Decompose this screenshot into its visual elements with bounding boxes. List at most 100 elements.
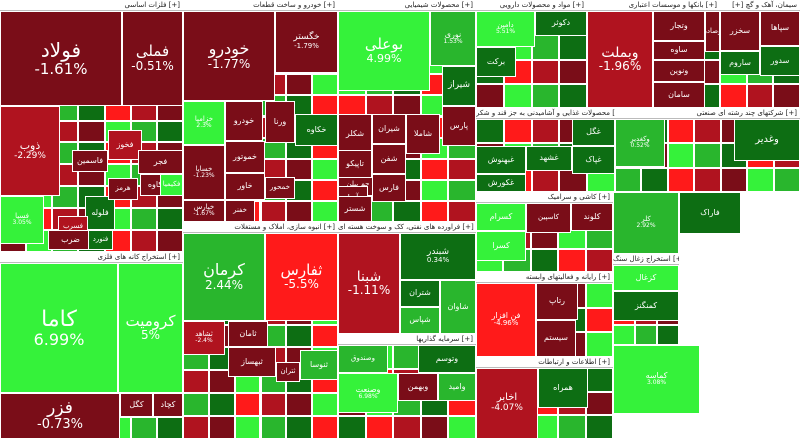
minor-stock-tile[interactable] — [585, 415, 613, 439]
minor-stock-tile[interactable] — [585, 368, 613, 392]
sector-header[interactable]: بانکها و موسسات اعتباری [+] — [587, 0, 720, 11]
stock-tile[interactable]: شبنا -1.11% — [338, 233, 400, 334]
stock-tile[interactable]: شتران — [400, 280, 440, 307]
stock-tile[interactable]: خساپا -1.23% — [183, 145, 225, 200]
minor-stock-tile[interactable] — [286, 324, 313, 348]
stock-tile[interactable]: ونوین — [653, 60, 705, 82]
stock-tile[interactable]: خودرو -1.77% — [183, 11, 275, 101]
minor-stock-tile[interactable] — [530, 249, 559, 272]
sector-header[interactable]: فلزات اساسی [+] — [0, 0, 183, 11]
minor-stock-tile[interactable] — [641, 167, 668, 192]
sector-header[interactable]: اطلاعات و ارتباطات [+] — [476, 357, 613, 368]
minor-stock-tile[interactable] — [312, 324, 338, 348]
stock-tile[interactable]: کماسه 3.08% — [613, 345, 700, 414]
minor-stock-tile[interactable] — [393, 200, 421, 222]
stock-tile[interactable]: سدور — [760, 46, 800, 76]
stock-tile[interactable]: وصادر — [705, 11, 720, 52]
minor-stock-tile[interactable] — [156, 230, 183, 252]
stock-tile[interactable]: سپاها — [760, 11, 800, 46]
minor-stock-tile[interactable] — [156, 208, 183, 231]
stock-tile[interactable]: کسرا — [476, 231, 526, 261]
minor-stock-tile[interactable] — [720, 83, 747, 108]
minor-stock-tile[interactable] — [78, 120, 105, 143]
stock-tile[interactable]: کاسپین — [526, 203, 571, 233]
minor-stock-tile[interactable] — [531, 83, 560, 108]
minor-stock-tile[interactable] — [531, 167, 560, 192]
minor-stock-tile[interactable] — [531, 59, 560, 84]
minor-stock-tile[interactable] — [657, 325, 679, 345]
stock-tile[interactable]: شاملا — [406, 114, 440, 154]
stock-tile[interactable]: هرمز — [108, 178, 138, 200]
stock-tile[interactable]: خپارس -1.67% — [183, 200, 225, 222]
stock-tile[interactable]: فسپا 3.05% — [0, 196, 44, 244]
minor-stock-tile[interactable] — [260, 393, 287, 417]
minor-stock-tile[interactable] — [531, 35, 560, 60]
stock-tile[interactable]: شپاس — [400, 307, 440, 334]
minor-stock-tile[interactable] — [667, 119, 695, 144]
stock-tile[interactable]: ثفارس -5.5% — [265, 233, 338, 321]
stock-tile[interactable]: غپاک — [572, 146, 615, 174]
minor-stock-tile[interactable] — [746, 83, 774, 108]
stock-tile[interactable]: ضرب — [48, 230, 93, 250]
stock-tile[interactable]: ثتران — [276, 362, 300, 382]
minor-stock-tile[interactable] — [694, 143, 721, 168]
sector-header[interactable]: محصولات شیمیایی [+] — [338, 0, 476, 11]
sector-header[interactable]: مواد و محصولات دارویی [+] — [476, 0, 587, 11]
stock-tile[interactable]: خمحور — [265, 177, 295, 199]
minor-stock-tile[interactable] — [448, 179, 476, 201]
sector-header[interactable]: کاشی و سرامیک [+] — [476, 192, 613, 203]
stock-tile[interactable]: خگستر -1.79% — [275, 11, 338, 73]
minor-stock-tile[interactable] — [585, 283, 613, 308]
minor-stock-tile[interactable] — [183, 393, 209, 417]
stock-tile[interactable]: سیستم — [536, 320, 576, 357]
stock-tile[interactable]: خموتور — [225, 141, 265, 173]
sector-header[interactable]: رایانه و فعالیتهای وابسته [+] — [476, 272, 613, 283]
stock-tile[interactable]: وامید — [438, 373, 476, 401]
stock-tile[interactable]: شستر — [338, 196, 372, 222]
minor-stock-tile[interactable] — [773, 167, 800, 192]
stock-tile[interactable]: شاوان — [440, 280, 476, 334]
minor-stock-tile[interactable] — [448, 200, 476, 222]
stock-tile[interactable]: وصنعت 6.98% — [338, 373, 398, 413]
stock-tile[interactable]: ثبهساز — [228, 347, 276, 377]
stock-tile[interactable]: تاپیکو — [338, 150, 372, 178]
stock-tile[interactable]: خکاوه — [295, 114, 338, 146]
stock-tile[interactable]: غکورش — [476, 174, 526, 192]
minor-stock-tile[interactable] — [503, 119, 532, 144]
stock-tile[interactable]: ساروم — [720, 51, 760, 75]
stock-tile[interactable]: شکلر — [338, 114, 372, 154]
stock-tile[interactable]: کلر 2.92% — [613, 192, 679, 254]
minor-stock-tile[interactable] — [234, 393, 261, 417]
stock-tile[interactable]: فنورد — [88, 230, 113, 250]
minor-stock-tile[interactable] — [635, 325, 657, 345]
sector-header[interactable]: [+] سیمان، آهک و گچ — [720, 0, 800, 11]
stock-tile[interactable]: ساوه — [653, 41, 705, 60]
stock-tile[interactable]: فزر -0.73% — [0, 393, 120, 439]
stock-tile[interactable]: غگل — [572, 119, 615, 146]
minor-stock-tile[interactable] — [585, 332, 613, 357]
stock-tile[interactable]: ذوب -2.29% — [0, 106, 60, 196]
minor-stock-tile[interactable] — [559, 83, 587, 108]
minor-stock-tile[interactable] — [183, 370, 209, 394]
stock-tile[interactable]: فکیمیا — [160, 174, 183, 196]
sector-header[interactable]: استخراج کانه های فلزی [+] — [0, 252, 183, 263]
stock-tile[interactable]: نوری 1.53% — [430, 11, 476, 66]
minor-stock-tile[interactable] — [260, 416, 287, 439]
minor-stock-tile[interactable] — [531, 119, 560, 144]
minor-stock-tile[interactable] — [448, 158, 476, 180]
minor-stock-tile[interactable] — [694, 119, 721, 144]
stock-tile[interactable]: کاما 6.99% — [0, 263, 118, 393]
minor-stock-tile[interactable] — [559, 35, 587, 60]
minor-stock-tile[interactable] — [503, 83, 532, 108]
minor-stock-tile[interactable] — [615, 167, 642, 192]
minor-stock-tile[interactable] — [130, 230, 157, 252]
stock-tile[interactable]: کرومیت 5% — [118, 263, 183, 393]
stock-tile[interactable]: فولاد -1.61% — [0, 11, 122, 106]
minor-stock-tile[interactable] — [286, 416, 313, 439]
stock-tile[interactable]: وبملت -1.96% — [587, 11, 653, 108]
stock-tile[interactable]: فارس — [372, 174, 406, 202]
stock-tile[interactable]: کزغال — [613, 265, 679, 291]
stock-tile[interactable]: غبهنوش — [476, 146, 526, 174]
minor-stock-tile[interactable] — [365, 415, 394, 439]
stock-tile[interactable]: پارس — [442, 106, 476, 146]
